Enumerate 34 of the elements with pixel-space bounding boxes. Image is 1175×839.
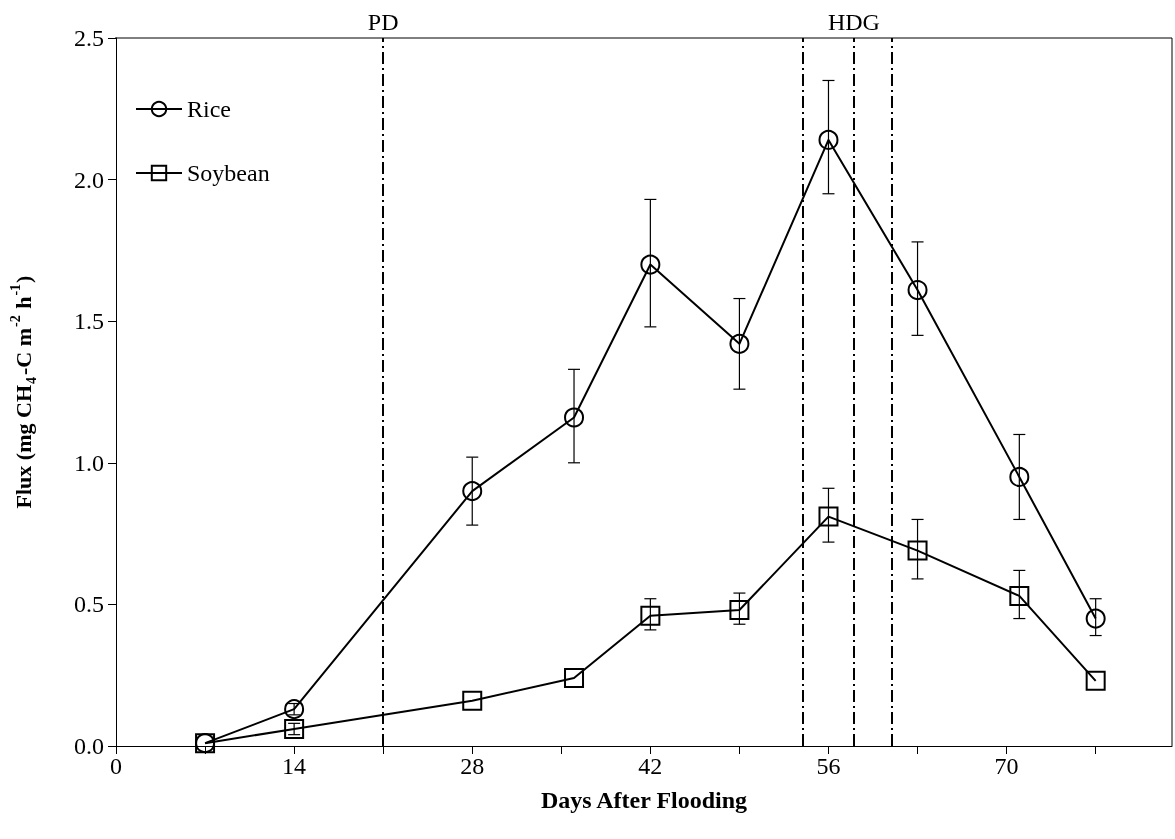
- point: [907, 540, 928, 561]
- point: [729, 600, 750, 621]
- point: [640, 605, 661, 626]
- point: [640, 254, 661, 275]
- x-tick-label: 14: [282, 753, 307, 779]
- point: [1009, 585, 1030, 606]
- x-tick-label: 70: [994, 753, 1019, 779]
- x-tick-label: 42: [638, 753, 663, 779]
- point: [564, 668, 585, 689]
- y-tick-label: 0.5: [74, 591, 104, 618]
- y-tick-label: 0.0: [74, 733, 104, 759]
- point: [729, 333, 750, 354]
- point: [462, 690, 483, 711]
- x-tick-label: 0: [110, 753, 122, 779]
- x-axis-title: Days After Flooding: [540, 787, 748, 813]
- y-tick-label: 1.5: [74, 308, 104, 335]
- legend-label: Soybean: [187, 160, 270, 186]
- x-tick-label: 56: [816, 753, 841, 779]
- ref-line-label: PD: [367, 9, 399, 35]
- point: [818, 129, 839, 150]
- point: [1085, 670, 1106, 691]
- y-tick-label: 1.0: [74, 449, 104, 476]
- point: [818, 506, 839, 527]
- point: [907, 280, 928, 301]
- y-tick-label: 2.0: [74, 166, 104, 193]
- legend-label: Rice: [187, 96, 231, 122]
- point: [1085, 608, 1106, 629]
- ref-line-label: HDG: [827, 9, 880, 35]
- y-tick-label: 2.5: [74, 25, 104, 51]
- y-axis-title: Flux (mg CH4-C m-2 h-1): [7, 275, 39, 509]
- point: [462, 481, 483, 502]
- point: [564, 407, 585, 428]
- x-tick-label: 28: [460, 753, 485, 779]
- point: [1009, 466, 1030, 487]
